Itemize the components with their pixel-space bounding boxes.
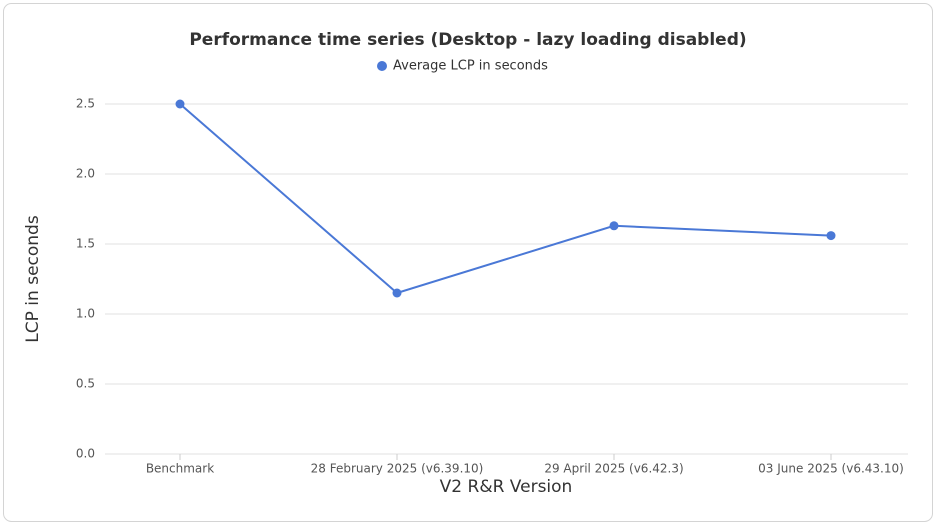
series-line bbox=[179, 103, 832, 295]
legend-marker bbox=[377, 61, 387, 71]
x-tick-label: Benchmark bbox=[146, 462, 214, 476]
x-axis-label: V2 R&R Version bbox=[440, 477, 573, 497]
y-tick-label: 2.0 bbox=[76, 167, 95, 181]
y-tick-label: 2.5 bbox=[76, 97, 95, 111]
y-tick-label: 0.5 bbox=[76, 377, 95, 391]
data-point bbox=[609, 221, 619, 231]
data-point bbox=[392, 288, 402, 298]
y-tick-label: 0.0 bbox=[76, 447, 95, 461]
card bbox=[3, 3, 933, 522]
y-tick-label: 1.0 bbox=[76, 307, 95, 321]
y-axis-label: LCP in seconds bbox=[23, 215, 43, 343]
chart-title: Performance time series (Desktop - lazy … bbox=[189, 30, 746, 50]
data-point bbox=[826, 231, 836, 241]
data-point bbox=[175, 99, 185, 109]
x-tick-label: 03 June 2025 (v6.43.10) bbox=[758, 462, 904, 476]
legend-label: Average LCP in seconds bbox=[393, 59, 548, 74]
x-tick-label: 28 February 2025 (v6.39.10) bbox=[311, 462, 484, 476]
x-tick-label: 29 April 2025 (v6.42.3) bbox=[544, 462, 683, 476]
y-tick-label: 1.5 bbox=[76, 237, 95, 251]
